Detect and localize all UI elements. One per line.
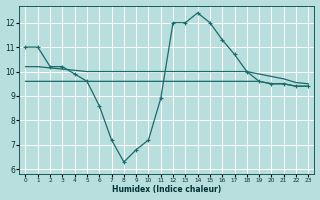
X-axis label: Humidex (Indice chaleur): Humidex (Indice chaleur)	[112, 185, 221, 194]
